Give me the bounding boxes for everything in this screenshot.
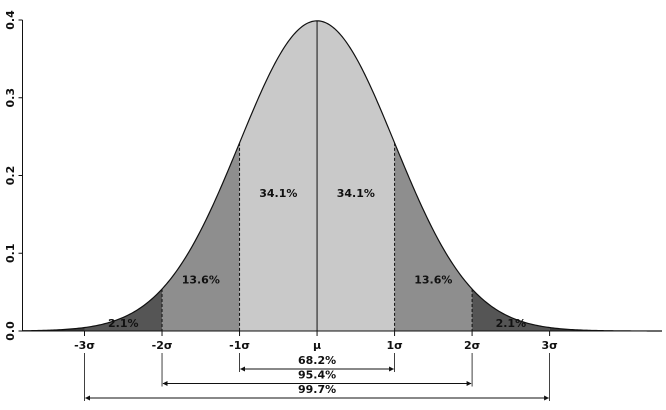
region-label: 34.1% (259, 187, 297, 200)
region-label: 13.6% (182, 274, 220, 287)
region (317, 20, 395, 331)
y-tick-label: 0.1 (4, 244, 17, 264)
region-label: 34.1% (337, 187, 375, 200)
y-tick-label: 0.0 (4, 321, 17, 341)
x-tick-label: 2σ (464, 339, 480, 352)
region (472, 289, 550, 331)
tail (22, 327, 85, 331)
y-tick-label: 0.2 (4, 166, 17, 186)
region (84, 289, 163, 331)
interval-label: 95.4% (298, 369, 336, 382)
region-label: 2.1% (108, 317, 139, 330)
x-tick-label: 3σ (541, 339, 557, 352)
region (239, 20, 318, 331)
curve (22, 20, 663, 332)
region-label: 13.6% (414, 274, 452, 287)
x-tick-label: -3σ (74, 339, 95, 352)
y-tick-label: 0.4 (4, 10, 17, 30)
x-tick-label: -1σ (229, 339, 250, 352)
region-label: 2.1% (496, 317, 527, 330)
y-tick-label: 0.3 (4, 88, 17, 108)
x-tick-label: 1σ (386, 339, 402, 352)
x-tick-label: -2σ (152, 339, 173, 352)
interval-label: 99.7% (298, 383, 336, 396)
x-tick-label: μ (313, 339, 321, 352)
interval-label: 68.2% (298, 354, 336, 367)
